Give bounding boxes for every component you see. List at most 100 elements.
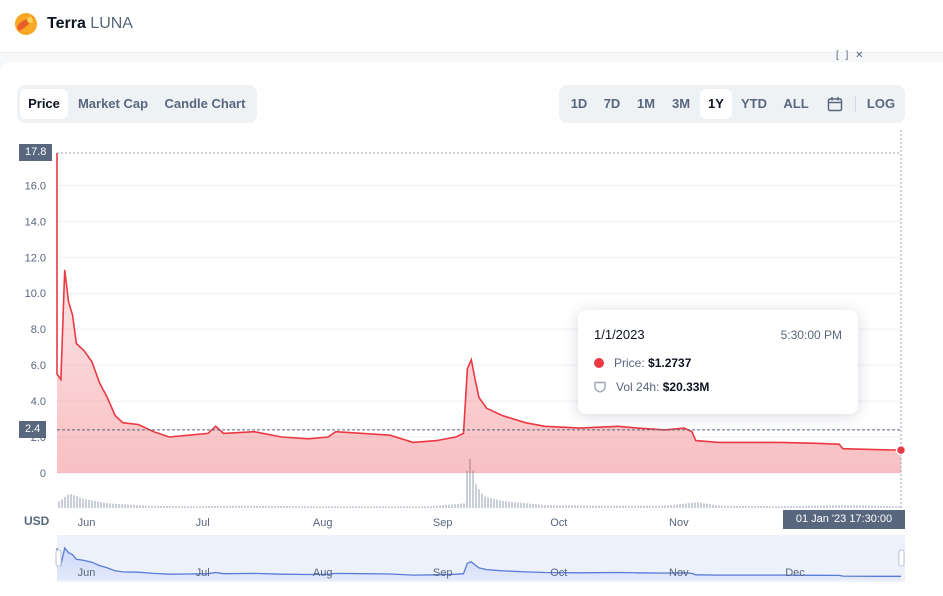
volume-bar [874, 505, 876, 508]
range-ytd[interactable]: YTD [741, 96, 767, 111]
max-price-badge: 17.8 [19, 144, 53, 161]
volume-bar [652, 505, 654, 508]
volume-bar [727, 505, 729, 508]
terra-luna-logo-icon [15, 13, 37, 35]
volume-bar [832, 505, 834, 508]
volume-bar [616, 505, 618, 508]
volume-bar [436, 505, 438, 508]
volume-bar [409, 506, 411, 508]
volume-bar [700, 502, 702, 508]
range-7d[interactable]: 7D [603, 96, 621, 111]
volume-bar [481, 493, 483, 508]
volume-bar [517, 502, 519, 508]
volume-bar [736, 505, 738, 508]
volume-bar [376, 506, 378, 508]
volume-bar [202, 506, 204, 508]
volume-bar [829, 505, 831, 508]
volume-bar [403, 506, 405, 508]
calendar-icon[interactable] [827, 96, 843, 112]
volume-bar [148, 505, 150, 508]
tab-market-cap[interactable]: Market Cap [77, 96, 149, 111]
x-tick-label: Oct [550, 517, 567, 529]
volume-bar [748, 505, 750, 508]
volume-bar [124, 504, 126, 508]
range-all[interactable]: ALL [783, 96, 809, 111]
fullscreen-icon[interactable]: [ ] ✕ [836, 50, 866, 61]
volume-bar [574, 505, 576, 508]
coin-ticker: LUNA [90, 15, 133, 32]
range-1y[interactable]: 1Y [700, 89, 732, 119]
volume-bar [556, 505, 558, 508]
volume-bar [505, 501, 507, 508]
volume-bar [526, 503, 528, 508]
volume-bar [763, 506, 765, 508]
volume-bar [295, 506, 297, 508]
volume-bar [682, 503, 684, 508]
volume-bar [349, 506, 351, 508]
volume-bar [778, 506, 780, 508]
volume-bar [592, 505, 594, 508]
range-navigator[interactable]: Jun Jul Aug Sep Oct Nov Dec [55, 535, 905, 582]
range-3m[interactable]: 3M [671, 96, 691, 111]
volume-bar [469, 458, 471, 508]
range-1d[interactable]: 1D [570, 96, 588, 111]
volume-bar [169, 505, 171, 508]
tab-price[interactable]: Price [20, 89, 68, 119]
tooltip-volume-value: $20.33M [662, 380, 710, 394]
volume-bar [583, 505, 585, 508]
volume-bar [100, 502, 102, 508]
volume-bar [265, 505, 267, 508]
x-tick-label: Jul [196, 517, 210, 529]
volume-bar [139, 505, 141, 508]
volume-bar [733, 505, 735, 508]
volume-bar [259, 505, 261, 508]
volume-bar [775, 506, 777, 508]
log-scale-toggle[interactable]: LOG [866, 96, 896, 111]
tab-candle-chart[interactable]: Candle Chart [164, 96, 246, 111]
volume-bar [535, 504, 537, 508]
volume-bar [892, 506, 894, 508]
volume-bar [76, 496, 78, 508]
volume-bar [619, 505, 621, 508]
volume-bar [130, 504, 132, 508]
volume-bar [475, 484, 477, 508]
volume-bar [451, 504, 453, 508]
chart-tooltip: 1/1/2023 5:30:00 PM Price: $1.2737 Vol 2… [578, 310, 858, 414]
volume-bar [241, 505, 243, 508]
volume-bar [283, 506, 285, 508]
volume-bar [544, 505, 546, 508]
volume-bar [289, 506, 291, 508]
volume-bar [664, 505, 666, 508]
volume-bar [292, 506, 294, 508]
volume-bar [445, 504, 447, 508]
volume-bar [208, 506, 210, 508]
range-divider [855, 96, 856, 112]
volume-bar [337, 506, 339, 508]
volume-bar [562, 505, 564, 508]
volume-bar [448, 504, 450, 508]
navigator-right-handle[interactable] [898, 549, 905, 567]
volume-bar [817, 505, 819, 508]
navigator-tick-label: Jul [196, 567, 210, 579]
volume-bar [394, 506, 396, 508]
tooltip-price-value: $1.2737 [648, 356, 692, 370]
time-range-selector: 1D 7D 1M 3M 1Y YTD ALL LOG [559, 85, 905, 123]
volume-bar [415, 506, 417, 508]
navigator-left-handle[interactable] [55, 549, 62, 567]
volume-bar [334, 506, 336, 508]
volume-bar [844, 505, 846, 508]
volume-bar [628, 505, 630, 508]
volume-bar [850, 505, 852, 508]
volume-bar [190, 506, 192, 508]
volume-bar [661, 505, 663, 508]
y-tick-label: 8.0 [31, 324, 46, 336]
currency-label: USD [24, 514, 50, 528]
volume-bar [643, 505, 645, 508]
volume-bar [571, 505, 573, 508]
volume-bar [493, 498, 495, 508]
volume-bar [868, 505, 870, 508]
range-1m[interactable]: 1M [636, 96, 656, 111]
volume-bar [370, 506, 372, 508]
volume-bar [640, 505, 642, 508]
